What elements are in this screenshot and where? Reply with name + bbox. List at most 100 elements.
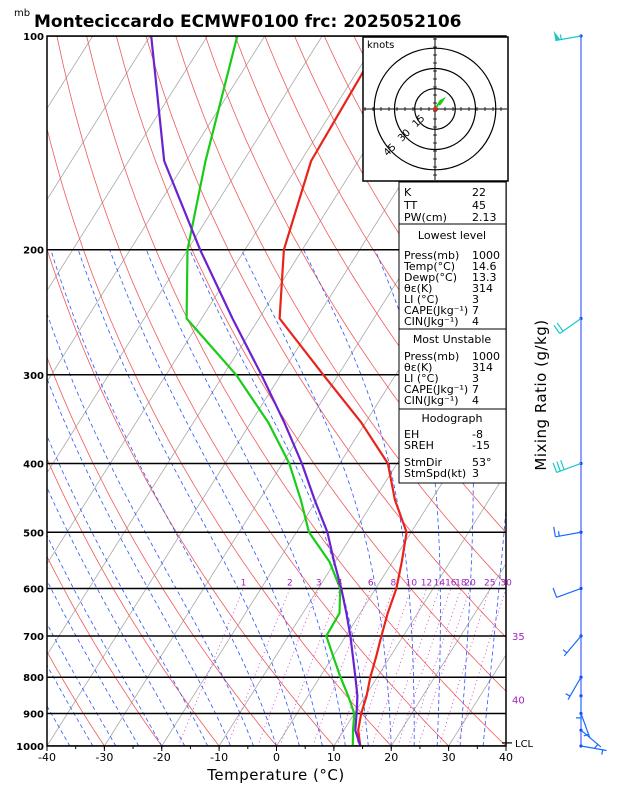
isotherm-line: [563, 36, 618, 746]
index-tt-value: 45: [472, 199, 486, 212]
isotherm-line: [47, 36, 380, 565]
hodo-stmdir-label: StmDir: [404, 456, 443, 469]
pressure-tick-label: 300: [23, 371, 44, 382]
mixing-ratio-tick-label: 3: [316, 578, 322, 588]
mixing-ratio-tick-label: 2: [287, 578, 293, 588]
temperature-tick-label: -20: [153, 751, 171, 764]
hodograph-heading: Hodograph: [422, 412, 483, 425]
pressure-tick-label: 600: [23, 584, 44, 595]
moist-adiabat-line: [50, 249, 277, 746]
right-axis-title: Mixing Ratio (g/kg): [532, 319, 550, 470]
hodograph-ring: [393, 67, 477, 151]
dry-adiabat-line: [205, 36, 506, 534]
moist-adiabat-line: [482, 503, 506, 746]
temperature-tick-label: -10: [210, 751, 228, 764]
mixing-ratio-tick-label: 30: [500, 578, 512, 588]
index-tt-label: TT: [403, 199, 418, 212]
mixing-ratio-tick-label: 8: [391, 578, 397, 588]
dry-adiabat-line: [115, 36, 506, 692]
mu-press-label: Press(mb): [404, 350, 459, 363]
mu-thetae-label: θε(K): [404, 361, 432, 374]
hodograph-unit-label: knots: [367, 40, 394, 51]
mu-cape-label: CAPE(Jkg⁻¹): [404, 383, 468, 396]
moist-adiabat-line: [47, 434, 209, 746]
pressure-tick-label: 400: [23, 459, 44, 470]
temperature-tick-label: 20: [384, 751, 398, 764]
wind-barb-flag: [552, 587, 558, 598]
ll-temp-label: Temp(°C): [403, 260, 455, 273]
wind-barb-half-flag: [562, 649, 568, 654]
index-k-label: K: [404, 186, 412, 199]
background-grid: [47, 36, 618, 746]
hodo-stmspd-value: 3: [472, 467, 479, 480]
index-k-value: 22: [472, 186, 486, 199]
ll-cin-label: CIN(Jkg⁻¹): [404, 315, 459, 328]
dry-adiabat-line: [47, 650, 105, 746]
mixing-ratio-line: [408, 588, 462, 746]
moist-adiabat-line: [47, 745, 48, 746]
pressure-tick-label: 900: [23, 710, 44, 721]
ll-li-label: LI (°C): [404, 293, 439, 306]
moist-adiabat-line: [47, 534, 163, 746]
ll-press-value: 1000: [472, 249, 500, 262]
dry-adiabat-line: [47, 555, 163, 746]
ll-press-label: Press(mb): [404, 249, 459, 262]
temperature-tick-label: 40: [499, 751, 513, 764]
mixing-ratio-tick-label: 12: [421, 578, 432, 588]
moist-adiabat-line: [47, 664, 94, 746]
mu-li-label: LI (°C): [404, 372, 439, 385]
moist-adiabat-line: [47, 312, 254, 746]
dry-adiabat-line: [47, 247, 335, 746]
hodo-stmdir-value: 53°: [472, 456, 492, 469]
isotherm-line: [333, 472, 506, 746]
wind-barb-flag: [553, 526, 556, 537]
wind-barb-shaft: [580, 713, 591, 739]
moist-adiabat-line: [47, 705, 71, 746]
hodo-sreh-label: SREH: [404, 439, 434, 452]
mixing-ratio-line: [417, 588, 471, 746]
dewpoint-profile-line: [185, 36, 356, 746]
lcl-label: LCL: [515, 739, 534, 750]
mixing-ratio-line: [397, 588, 452, 746]
hodo-stmspd-label: StmSpd(kt): [404, 467, 466, 480]
ll-cape-label: CAPE(Jkg⁻¹): [404, 304, 468, 317]
mixing-ratio-tick-label: 14: [434, 578, 446, 588]
wind-barb-flag: [553, 324, 561, 334]
temperature-tick-label: 0: [273, 751, 280, 764]
mu-thetae-value: 314: [472, 361, 493, 374]
sounding-profiles: [150, 36, 408, 746]
wind-barb-shaft: [555, 531, 582, 538]
mixing-ratio-tick-label: 25: [484, 578, 495, 588]
pressure-tick-label: 1000: [16, 742, 44, 753]
mu-cin-value: 4: [472, 394, 479, 407]
isotherm-line: [47, 36, 151, 201]
moist-adiabat-line: [47, 377, 231, 746]
dry-adiabat-line: [562, 36, 618, 746]
dry-adiabat-line: [175, 36, 506, 586]
mixing-ratio-tick-label: 20: [464, 578, 476, 588]
index-pw-label: PW(cm): [404, 211, 447, 224]
mixing-ratio-line: [279, 588, 341, 746]
moist-adiabat-line: [47, 486, 186, 746]
pressure-tick-label: 700: [23, 632, 44, 643]
temperature-tick-label: 10: [327, 751, 341, 764]
pressure-tick-label: 500: [23, 528, 44, 539]
temperature-tick-label: -30: [95, 751, 113, 764]
most-unstable-heading: Most Unstable: [413, 333, 492, 346]
parcel-profile-line: [150, 36, 362, 746]
wind-barb-shaft: [556, 462, 582, 473]
ll-li-value: 3: [472, 293, 479, 306]
wind-barb-shaft: [556, 587, 582, 598]
wind-barb-flag: [556, 461, 561, 472]
dry-adiabat-line: [234, 36, 506, 482]
ll-dewp-label: Dewp(°C): [404, 271, 457, 284]
wind-barb-half-flag: [594, 743, 599, 749]
pressure-tick-label: 200: [23, 246, 44, 257]
temperature-tick-label: -40: [38, 751, 56, 764]
ll-dewp-value: 13.3: [472, 271, 497, 284]
wind-barb-flag: [560, 459, 565, 470]
temperature-tick-label: 30: [442, 751, 456, 764]
